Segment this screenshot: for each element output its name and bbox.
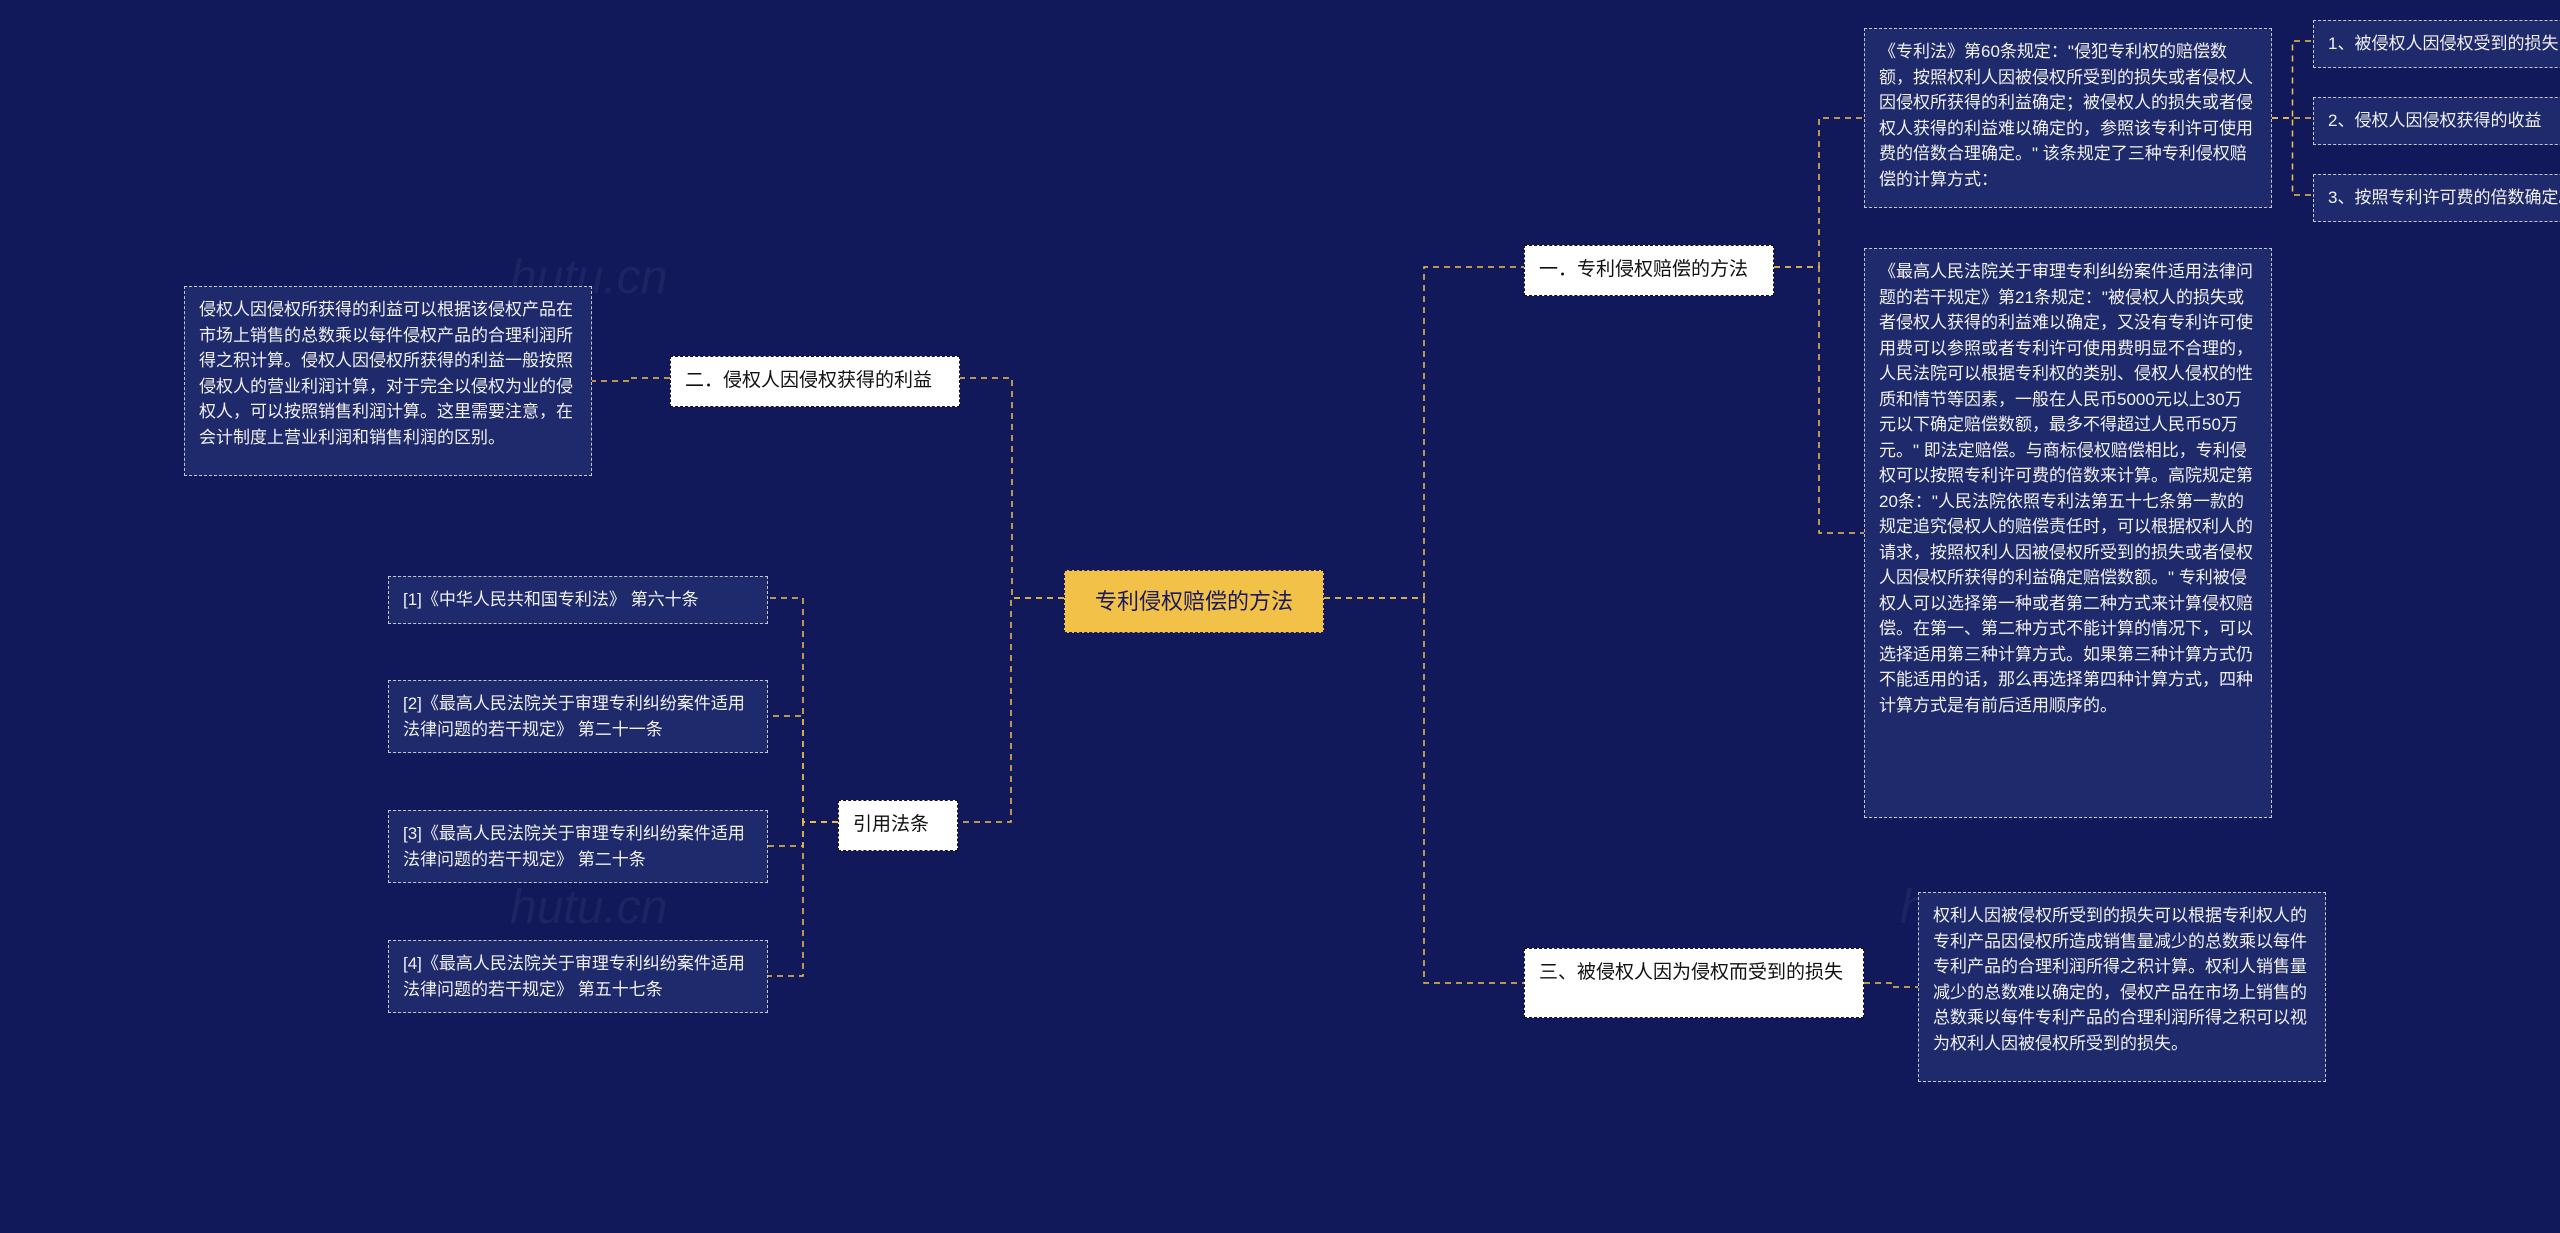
node-s3: 三、被侵权人因为侵权而受到的损失 <box>1524 948 1864 1018</box>
node-s3a: 权利人因被侵权所受到的损失可以根据专利权人的专利产品因侵权所造成销售量减少的总数… <box>1918 892 2326 1082</box>
connector <box>2272 41 2313 118</box>
node-s1a2: 2、侵权人因侵权获得的收益 <box>2313 97 2560 145</box>
connector <box>1324 598 1524 983</box>
watermark: hutu.cn <box>510 880 667 935</box>
connector <box>592 378 670 381</box>
connector <box>1864 983 1918 987</box>
mindmap-canvas: hutu.cnhutu.cnhutu.cnhutu.cn专利侵权赔偿的方法一．专… <box>0 0 2560 1233</box>
node-s4b: [2]《最高人民法院关于审理专利纠纷案件适用法律问题的若干规定》 第二十一条 <box>388 680 768 753</box>
node-s4d: [4]《最高人民法院关于审理专利纠纷案件适用法律问题的若干规定》 第五十七条 <box>388 940 768 1013</box>
connector <box>1774 267 1864 533</box>
node-s1a3: 3、按照专利许可费的倍数确定。 <box>2313 174 2560 222</box>
connector <box>960 378 1064 598</box>
node-s1a: 《专利法》第60条规定："侵犯专利权的赔偿数额，按照权利人因被侵权所受到的损失或… <box>1864 28 2272 208</box>
connector <box>768 822 838 976</box>
node-s4c: [3]《最高人民法院关于审理专利纠纷案件适用法律问题的若干规定》 第二十条 <box>388 810 768 883</box>
connector <box>768 822 838 846</box>
node-s2a: 侵权人因侵权所获得的利益可以根据该侵权产品在市场上销售的总数乘以每件侵权产品的合… <box>184 286 592 476</box>
node-s1: 一．专利侵权赔偿的方法 <box>1524 245 1774 296</box>
connector <box>1324 267 1524 598</box>
node-root: 专利侵权赔偿的方法 <box>1064 570 1324 633</box>
connector <box>2272 118 2313 195</box>
node-s4a: [1]《中华人民共和国专利法》 第六十条 <box>388 576 768 624</box>
connector <box>768 598 838 822</box>
node-s4: 引用法条 <box>838 800 958 851</box>
node-s1b: 《最高人民法院关于审理专利纠纷案件适用法律问题的若干规定》第21条规定："被侵权… <box>1864 248 2272 818</box>
connector <box>1774 118 1864 267</box>
node-s2: 二．侵权人因侵权获得的利益 <box>670 356 960 407</box>
connector <box>768 716 838 822</box>
connector <box>958 598 1064 822</box>
node-s1a1: 1、被侵权人因侵权受到的损失 <box>2313 20 2560 68</box>
